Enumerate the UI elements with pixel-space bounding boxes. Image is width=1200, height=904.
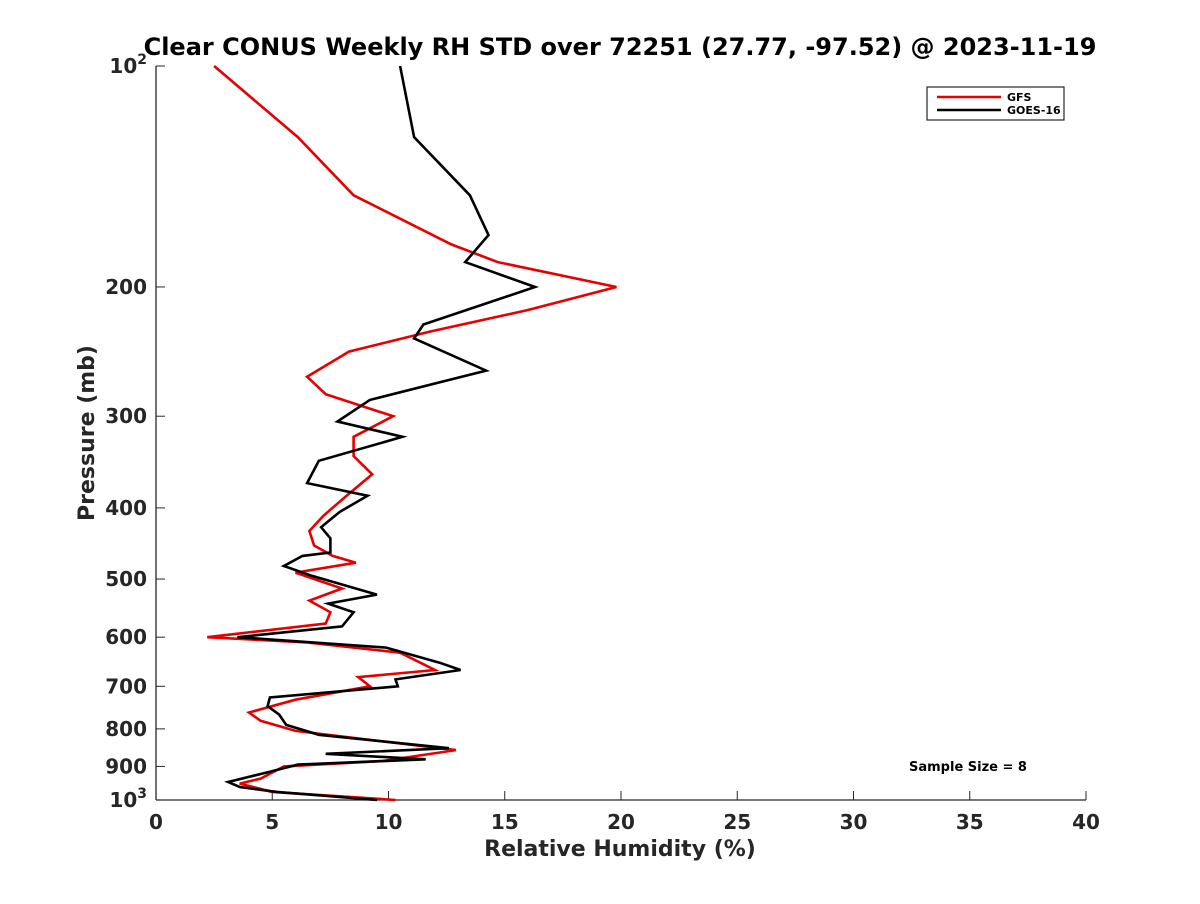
x-tick-label: 30: [840, 810, 868, 834]
legend-label-gfs: GFS: [1007, 91, 1032, 104]
x-tick-label: 20: [607, 810, 635, 834]
x-tick-label: 35: [956, 810, 984, 834]
y-tick-label: 300: [105, 404, 147, 428]
series-layer: [207, 65, 617, 802]
series-line-goes-16: [224, 65, 539, 802]
x-axis-label: Relative Humidity (%): [484, 837, 756, 862]
x-tick-label: 40: [1072, 810, 1100, 834]
series-line-gfs: [207, 65, 617, 802]
y-tick-label: 400: [105, 496, 147, 520]
chart-title: Clear CONUS Weekly RH STD over 72251 (27…: [144, 33, 1097, 61]
y-axis-label: Pressure (mb): [75, 345, 100, 521]
legend-box: [926, 86, 1065, 121]
y-tick-label: 700: [105, 674, 147, 698]
y-tick-label: 200: [105, 275, 147, 299]
x-tick-label: 15: [491, 810, 519, 834]
sample-size-annotation: Sample Size = 8: [909, 760, 1027, 775]
y-tick-label: 800: [105, 717, 147, 741]
y-tick-label: 102: [109, 52, 147, 78]
y-tick-label: 500: [105, 567, 147, 591]
x-tick-label: 5: [265, 810, 279, 834]
y-tick-label: 600: [105, 625, 147, 649]
y-tick-label: 900: [105, 754, 147, 778]
y-tick-label: 103: [109, 786, 147, 812]
legend-label-goes-16: GOES-16: [1007, 104, 1061, 117]
axes: 0 5 10 15 20 25 30 35 40 103 900 800 700 600 500 400 300…: [105, 52, 1100, 834]
x-tick-label: 10: [375, 810, 403, 834]
x-tick-label: 25: [723, 810, 751, 834]
x-tick-label: 0: [149, 810, 163, 834]
